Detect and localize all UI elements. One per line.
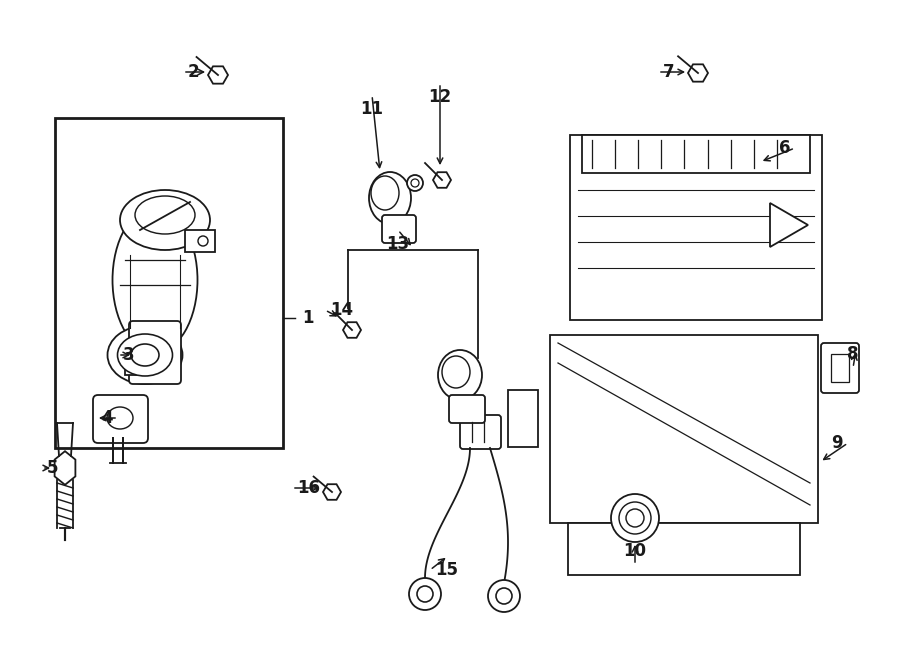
Text: 1: 1 (302, 309, 313, 327)
Bar (831, 354, 849, 382)
Ellipse shape (371, 176, 399, 210)
Polygon shape (433, 173, 451, 188)
Ellipse shape (112, 208, 197, 352)
Circle shape (611, 494, 659, 542)
FancyBboxPatch shape (821, 343, 859, 393)
Text: 8: 8 (847, 345, 859, 363)
FancyBboxPatch shape (93, 395, 148, 443)
Polygon shape (343, 322, 361, 338)
Circle shape (409, 578, 441, 610)
Ellipse shape (442, 356, 470, 388)
Polygon shape (688, 64, 708, 82)
FancyBboxPatch shape (382, 215, 416, 243)
Circle shape (198, 236, 208, 246)
Bar (568, 523, 800, 575)
FancyBboxPatch shape (449, 395, 485, 423)
Polygon shape (55, 451, 76, 485)
Polygon shape (508, 390, 538, 447)
Polygon shape (208, 66, 228, 84)
Polygon shape (323, 485, 341, 500)
Text: 4: 4 (102, 409, 113, 427)
Circle shape (496, 588, 512, 604)
Ellipse shape (131, 344, 159, 366)
FancyBboxPatch shape (570, 135, 822, 320)
Text: 6: 6 (778, 139, 790, 157)
Text: 2: 2 (188, 63, 200, 81)
Circle shape (417, 586, 433, 602)
Ellipse shape (438, 350, 482, 400)
FancyBboxPatch shape (460, 415, 501, 449)
Ellipse shape (120, 190, 210, 250)
Circle shape (407, 175, 423, 191)
Text: 15: 15 (435, 561, 458, 579)
FancyBboxPatch shape (125, 345, 151, 375)
Text: 12: 12 (428, 88, 452, 106)
Bar (55, 118, 283, 448)
FancyBboxPatch shape (550, 335, 818, 523)
Polygon shape (770, 203, 808, 247)
Circle shape (619, 502, 651, 534)
Text: 7: 7 (663, 63, 675, 81)
Text: 9: 9 (832, 434, 843, 452)
Text: 3: 3 (123, 346, 135, 364)
Text: 11: 11 (361, 100, 383, 118)
Text: 10: 10 (624, 542, 646, 560)
Ellipse shape (107, 407, 133, 429)
Text: 5: 5 (47, 459, 58, 477)
Ellipse shape (118, 334, 173, 376)
Text: 16: 16 (297, 479, 320, 497)
FancyBboxPatch shape (185, 230, 215, 252)
Ellipse shape (107, 326, 183, 384)
Circle shape (488, 580, 520, 612)
Ellipse shape (369, 172, 411, 224)
Circle shape (411, 179, 419, 187)
Text: 13: 13 (386, 235, 410, 253)
Circle shape (626, 509, 644, 527)
Text: 14: 14 (330, 301, 353, 319)
Ellipse shape (135, 196, 195, 234)
FancyBboxPatch shape (129, 321, 181, 384)
Bar (582, 135, 810, 173)
